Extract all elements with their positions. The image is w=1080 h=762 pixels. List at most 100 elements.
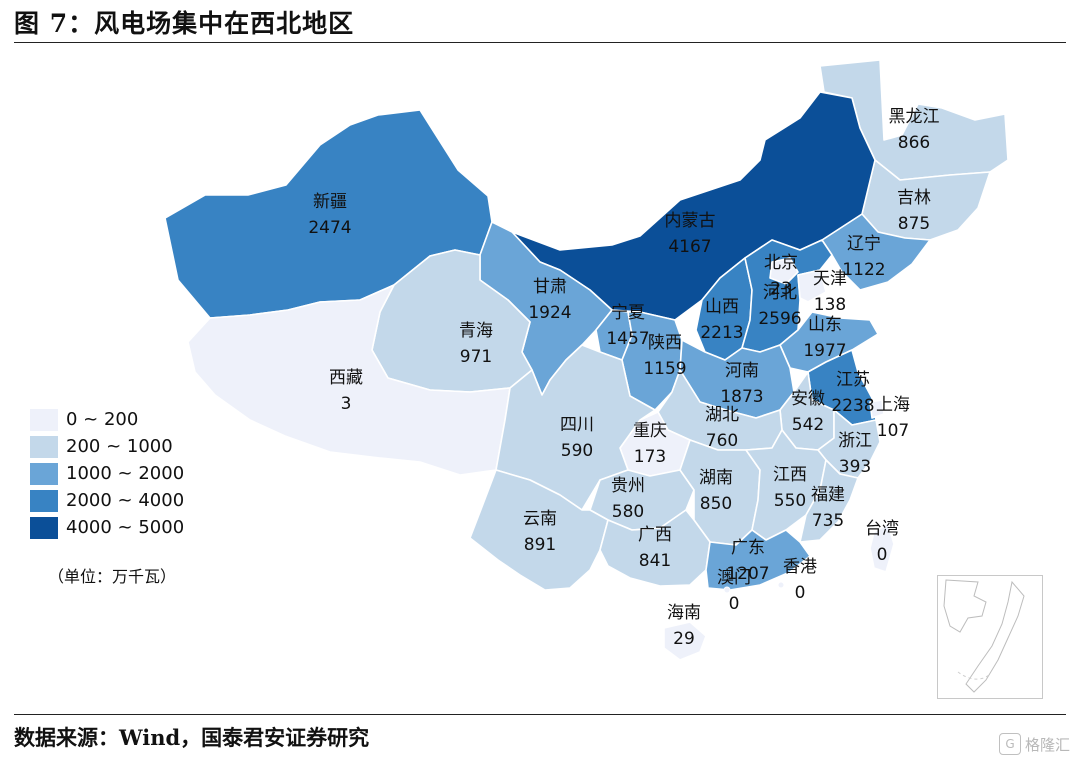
province-name-label: 内蒙古	[665, 211, 716, 231]
watermark-text: 格隆汇	[1024, 735, 1070, 754]
bottom-divider	[14, 714, 1066, 715]
province-西藏	[187, 284, 511, 476]
province-value-label: 0	[729, 594, 740, 614]
province-value-label: 735	[812, 511, 844, 531]
province-value-label: 0	[877, 545, 888, 565]
province-name-label: 河南	[725, 361, 759, 381]
province-山东	[779, 311, 879, 373]
province-河北	[741, 239, 833, 353]
province-value-label: 2474	[308, 218, 351, 238]
province-value-label: 875	[898, 214, 930, 234]
south-china-sea-inset	[937, 575, 1043, 699]
province-name-label: 山东	[808, 315, 842, 335]
province-天津	[797, 269, 827, 303]
watermark-logo-icon: G	[998, 733, 1021, 755]
province-福建	[799, 459, 859, 543]
province-value-label: 971	[460, 347, 492, 367]
province-value-label: 841	[639, 551, 671, 571]
province-name-label: 新疆	[313, 192, 347, 212]
province-name-label: 浙江	[838, 431, 872, 451]
province-value-label: 1207	[726, 564, 769, 584]
top-divider	[14, 42, 1066, 43]
province-value-label: 107	[877, 421, 909, 441]
province-name-label: 海南	[667, 603, 701, 623]
legend-swatch	[30, 408, 58, 431]
province-value-label: 760	[706, 431, 738, 451]
legend-swatch	[30, 516, 58, 539]
province-name-label: 湖北	[705, 405, 739, 425]
province-value-label: 891	[524, 535, 556, 555]
province-value-label: 542	[792, 415, 824, 435]
province-name-label: 江西	[773, 465, 807, 485]
province-value-label: 1873	[720, 387, 763, 407]
province-台湾	[869, 523, 895, 573]
province-海南	[663, 621, 707, 661]
legend-swatch	[30, 435, 58, 458]
province-value-label: 393	[839, 457, 871, 477]
legend-swatch	[30, 462, 58, 485]
province-上海	[869, 399, 885, 419]
province-name-label: 云南	[523, 509, 557, 529]
province-name-label: 甘肃	[533, 277, 567, 297]
legend-item: 200 ~ 1000	[30, 433, 184, 460]
province-value-label: 0	[795, 583, 806, 603]
province-辽宁	[821, 213, 931, 291]
inset-map-icon	[943, 579, 1025, 693]
province-name-label: 河北	[763, 283, 797, 303]
province-name-label: 江苏	[836, 370, 870, 390]
map-legend: 0 ~ 200 200 ~ 1000 1000 ~ 2000 2000 ~ 4000 4…	[30, 406, 184, 541]
province-name-label: 广西	[638, 525, 672, 545]
province-value-label: 4167	[668, 237, 711, 257]
province-name-label: 四川	[560, 415, 594, 435]
province-name-label: 青海	[459, 321, 493, 341]
province-value-label: 173	[634, 447, 666, 467]
province-value-label: 1457	[606, 329, 649, 349]
province-name-label: 广东	[731, 538, 765, 558]
province-name-label: 天津	[813, 269, 847, 289]
province-name-label: 台湾	[865, 519, 899, 539]
province-name-label: 福建	[811, 485, 845, 505]
province-name-label: 黑龙江	[889, 107, 940, 127]
unit-note: （单位：万千瓦）	[48, 567, 177, 586]
legend-label: 4000 ~ 5000	[66, 517, 185, 538]
province-value-label: 29	[673, 629, 695, 649]
province-value-label: 580	[612, 502, 644, 522]
province-广东	[705, 529, 811, 591]
legend-label: 200 ~ 1000	[66, 436, 173, 457]
province-name-label: 安徽	[791, 389, 825, 409]
province-name-label: 香港	[783, 557, 817, 577]
province-name-label: 山西	[705, 297, 739, 317]
province-value-label: 2596	[758, 309, 801, 329]
province-value-label: 2238	[831, 396, 874, 416]
province-香港	[777, 581, 785, 589]
province-name-label: 吉林	[897, 188, 931, 208]
province-name-label: 北京	[764, 253, 798, 273]
province-value-label: 866	[898, 133, 930, 153]
legend-label: 1000 ~ 2000	[66, 463, 185, 484]
province-value-label: 2213	[700, 323, 743, 343]
province-name-label: 贵州	[611, 476, 645, 496]
province-name-label: 上海	[876, 395, 910, 415]
province-name-label: 辽宁	[847, 234, 881, 254]
legend-label: 0 ~ 200	[66, 409, 139, 430]
province-value-label: 1924	[528, 303, 571, 323]
province-name-label: 重庆	[633, 421, 667, 441]
province-name-label: 宁夏	[611, 303, 645, 323]
province-value-label: 138	[814, 295, 846, 315]
province-value-label: 550	[774, 491, 806, 511]
province-name-label: 西藏	[329, 368, 363, 388]
province-value-label: 3	[341, 394, 352, 414]
legend-item: 1000 ~ 2000	[30, 460, 184, 487]
legend-label: 2000 ~ 4000	[66, 490, 185, 511]
province-name-label: 湖南	[699, 468, 733, 488]
legend-item: 4000 ~ 5000	[30, 514, 184, 541]
legend-item: 0 ~ 200	[30, 406, 184, 433]
province-name-label: 澳门	[717, 568, 751, 588]
province-value-label: 1977	[803, 341, 846, 361]
watermark: G 格隆汇	[998, 733, 1070, 755]
legend-swatch	[30, 489, 58, 512]
source-note: 数据来源：Wind，国泰君安证券研究	[14, 725, 370, 750]
province-value-label: 1159	[643, 359, 686, 379]
province-北京	[769, 257, 799, 285]
